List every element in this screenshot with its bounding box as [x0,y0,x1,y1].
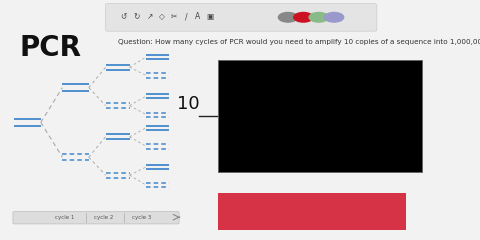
Bar [218,193,406,230]
Text: A: A [195,12,200,21]
FancyBboxPatch shape [106,4,377,31]
Text: ↗: ↗ [146,12,153,21]
Circle shape [294,12,313,22]
Text: ▣: ▣ [206,12,214,21]
Text: /: / [185,12,188,21]
Text: cycle 2: cycle 2 [94,215,113,220]
Circle shape [324,12,344,22]
Text: ✂: ✂ [171,12,178,21]
Bar [218,60,422,172]
Text: 10: 10 [177,96,199,114]
Text: cycle 1: cycle 1 [55,215,74,220]
FancyBboxPatch shape [13,212,179,224]
Text: ◇: ◇ [159,12,165,21]
Text: cycle 3: cycle 3 [132,215,151,220]
Text: PCR: PCR [19,34,82,62]
Text: ↺: ↺ [120,12,127,21]
Text: ↻: ↻ [133,12,140,21]
Circle shape [278,12,298,22]
Text: Question: How many cycles of PCR would you need to amplify 10 copies of a sequen: Question: How many cycles of PCR would y… [119,39,480,45]
Circle shape [309,12,328,22]
